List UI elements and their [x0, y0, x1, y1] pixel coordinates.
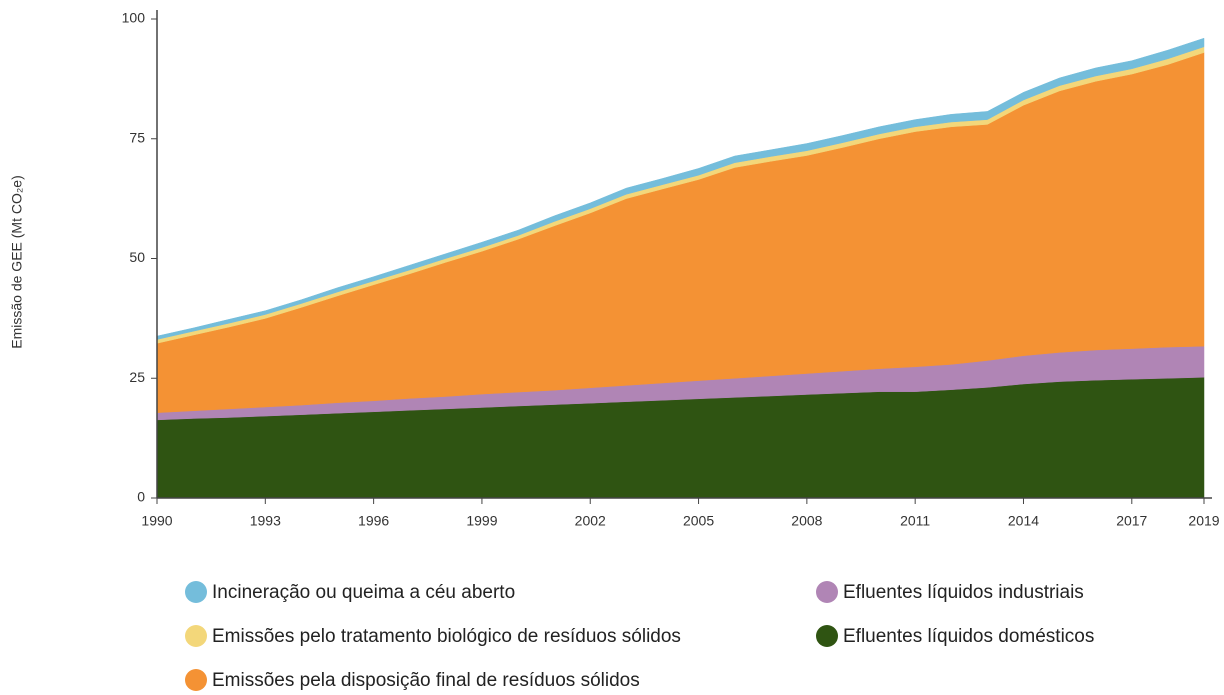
legend-label: Emissões pela disposição final de resídu…: [212, 670, 640, 691]
y-tick-label: 100: [122, 10, 146, 26]
legend-label: Incineração ou queima a céu aberto: [212, 582, 515, 603]
legend-swatch: [816, 625, 838, 647]
legend-swatch: [185, 581, 207, 603]
legend-label: Efluentes líquidos domésticos: [843, 626, 1094, 647]
x-tick-label: 2002: [575, 513, 606, 529]
y-tick-label: 25: [129, 369, 145, 385]
area: [156, 37, 1205, 340]
x-tick-label: 2008: [791, 513, 822, 529]
legend-swatch: [185, 669, 207, 691]
x-tick-label: 1993: [250, 513, 281, 529]
x-tick-label: 2011: [900, 513, 930, 529]
y-tick-label: 50: [129, 249, 145, 265]
x-tick-label: 2019: [1188, 513, 1219, 529]
y-tick-label: 75: [129, 129, 145, 145]
y-axis-label: Emissão de GEE (Mt CO₂e): [9, 175, 25, 348]
legend-label: Efluentes líquidos industriais: [843, 582, 1084, 603]
x-tick-label: 2017: [1116, 513, 1147, 529]
x-tick-label: 1999: [466, 513, 497, 529]
x-tick-label: 2005: [683, 513, 714, 529]
x-tick-label: 2014: [1008, 513, 1039, 529]
x-tick-label: 1990: [141, 513, 172, 529]
x-tick-label: 1996: [358, 513, 389, 529]
legend-swatch: [185, 625, 207, 647]
legend-swatch: [816, 581, 838, 603]
legend-label: Emissões pelo tratamento biológico de re…: [212, 626, 681, 647]
y-tick-label: 0: [137, 489, 145, 505]
